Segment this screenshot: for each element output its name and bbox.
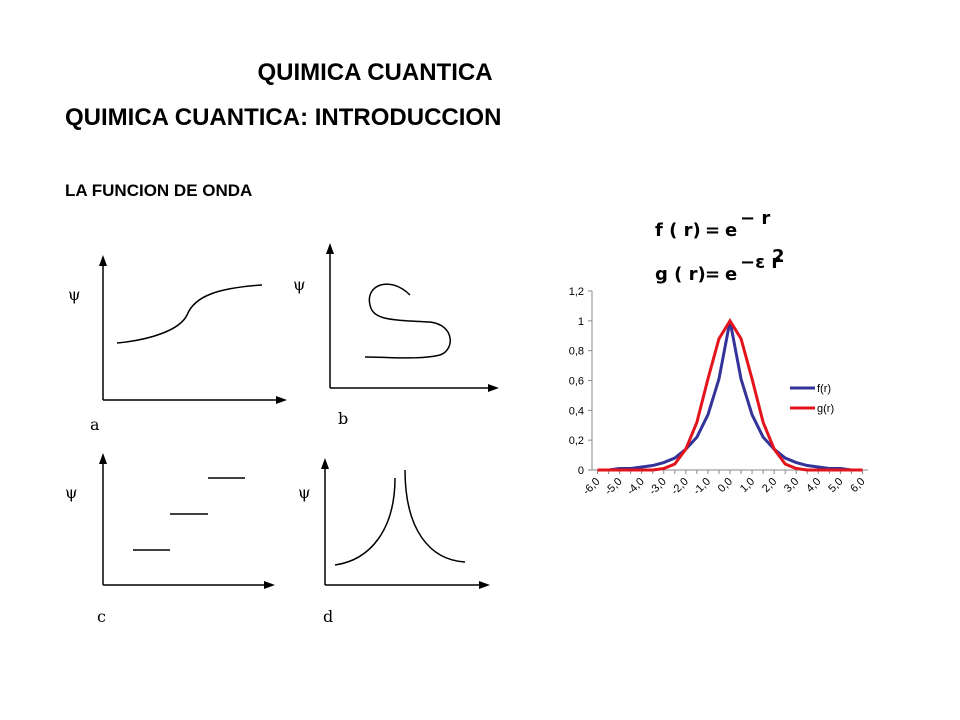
arrow: [321, 458, 329, 469]
x-tick-label: 6,0: [848, 476, 867, 495]
title: QUIMICA CUANTICA: [257, 59, 492, 86]
x-tick-label: -5,0: [603, 476, 625, 498]
curve: [364, 283, 451, 359]
psi: ψ: [65, 483, 78, 502]
arrow: [276, 396, 287, 404]
curve: [334, 477, 396, 566]
formula-base: e: [725, 220, 737, 241]
x-tick-label: 4,0: [804, 476, 823, 495]
formula-exp2: 2: [772, 246, 785, 267]
sketch-c: ψ c: [65, 453, 275, 626]
formula-eq: =: [705, 264, 720, 285]
sketch-d: ψ d: [298, 458, 490, 626]
sketch-b: ψ b: [293, 243, 499, 428]
psi: ψ: [293, 275, 306, 294]
y-tick-label: 0,4: [569, 405, 584, 417]
y-tick-label: 0: [578, 465, 584, 477]
subtitle: QUIMICA CUANTICA: INTRODUCCION: [65, 104, 501, 131]
curve: [404, 469, 466, 563]
psi: ψ: [298, 483, 311, 502]
x-tick-label: 0,0: [716, 476, 735, 495]
curve: [116, 284, 263, 344]
arrow: [488, 384, 499, 392]
x-tick-label: -3,0: [647, 476, 669, 498]
arrow: [479, 581, 490, 589]
series-line: [597, 320, 863, 472]
section: LA FUNCION DE ONDA: [65, 181, 252, 200]
formula-f: f ( r) = e − r: [655, 208, 770, 241]
formula-exp: −ε r: [740, 252, 780, 273]
y-tick-label: 0,6: [569, 376, 584, 388]
series-line: [597, 317, 863, 472]
x-tick-label: 2,0: [760, 476, 779, 495]
formula-g: g ( r) = e −ε r 2: [655, 246, 785, 285]
y-tick-label: 0,8: [569, 346, 584, 358]
legend-label: f(r): [817, 383, 831, 395]
psi: ψ: [68, 285, 81, 304]
formula-lhs: f ( r): [655, 220, 701, 241]
arrow: [99, 453, 107, 464]
formula-base: e: [725, 264, 737, 285]
label: a: [90, 415, 100, 434]
formula-exp: − r: [740, 208, 770, 229]
sketch-a: ψ a: [68, 255, 287, 434]
x-tick-label: 3,0: [782, 476, 801, 495]
formula-eq: =: [705, 220, 720, 241]
label: d: [323, 607, 333, 626]
formula-lhs: g ( r): [655, 264, 706, 285]
x-tick-label: 1,0: [738, 476, 757, 495]
label: b: [338, 409, 348, 428]
arrow: [326, 243, 334, 254]
y-tick-label: 0,2: [569, 435, 584, 447]
legend-label: g(r): [817, 403, 834, 415]
x-tick-label: -4,0: [625, 476, 647, 498]
x-tick-label: -1,0: [691, 476, 713, 498]
label: c: [97, 607, 106, 626]
y-tick-label: 1,2: [569, 286, 584, 298]
arrow: [264, 581, 275, 589]
x-tick-label: -2,0: [669, 476, 691, 498]
y-tick-label: 1: [578, 316, 584, 328]
arrow: [99, 255, 107, 266]
x-tick-label: 5,0: [826, 476, 845, 495]
chart: 0 0,2 0,4 0,6 0,8 1 1,2 -6,0 -5,0 -4,0 -3,0 -2,0 -1,…: [569, 286, 868, 498]
x-tick-label: -6,0: [581, 476, 603, 498]
